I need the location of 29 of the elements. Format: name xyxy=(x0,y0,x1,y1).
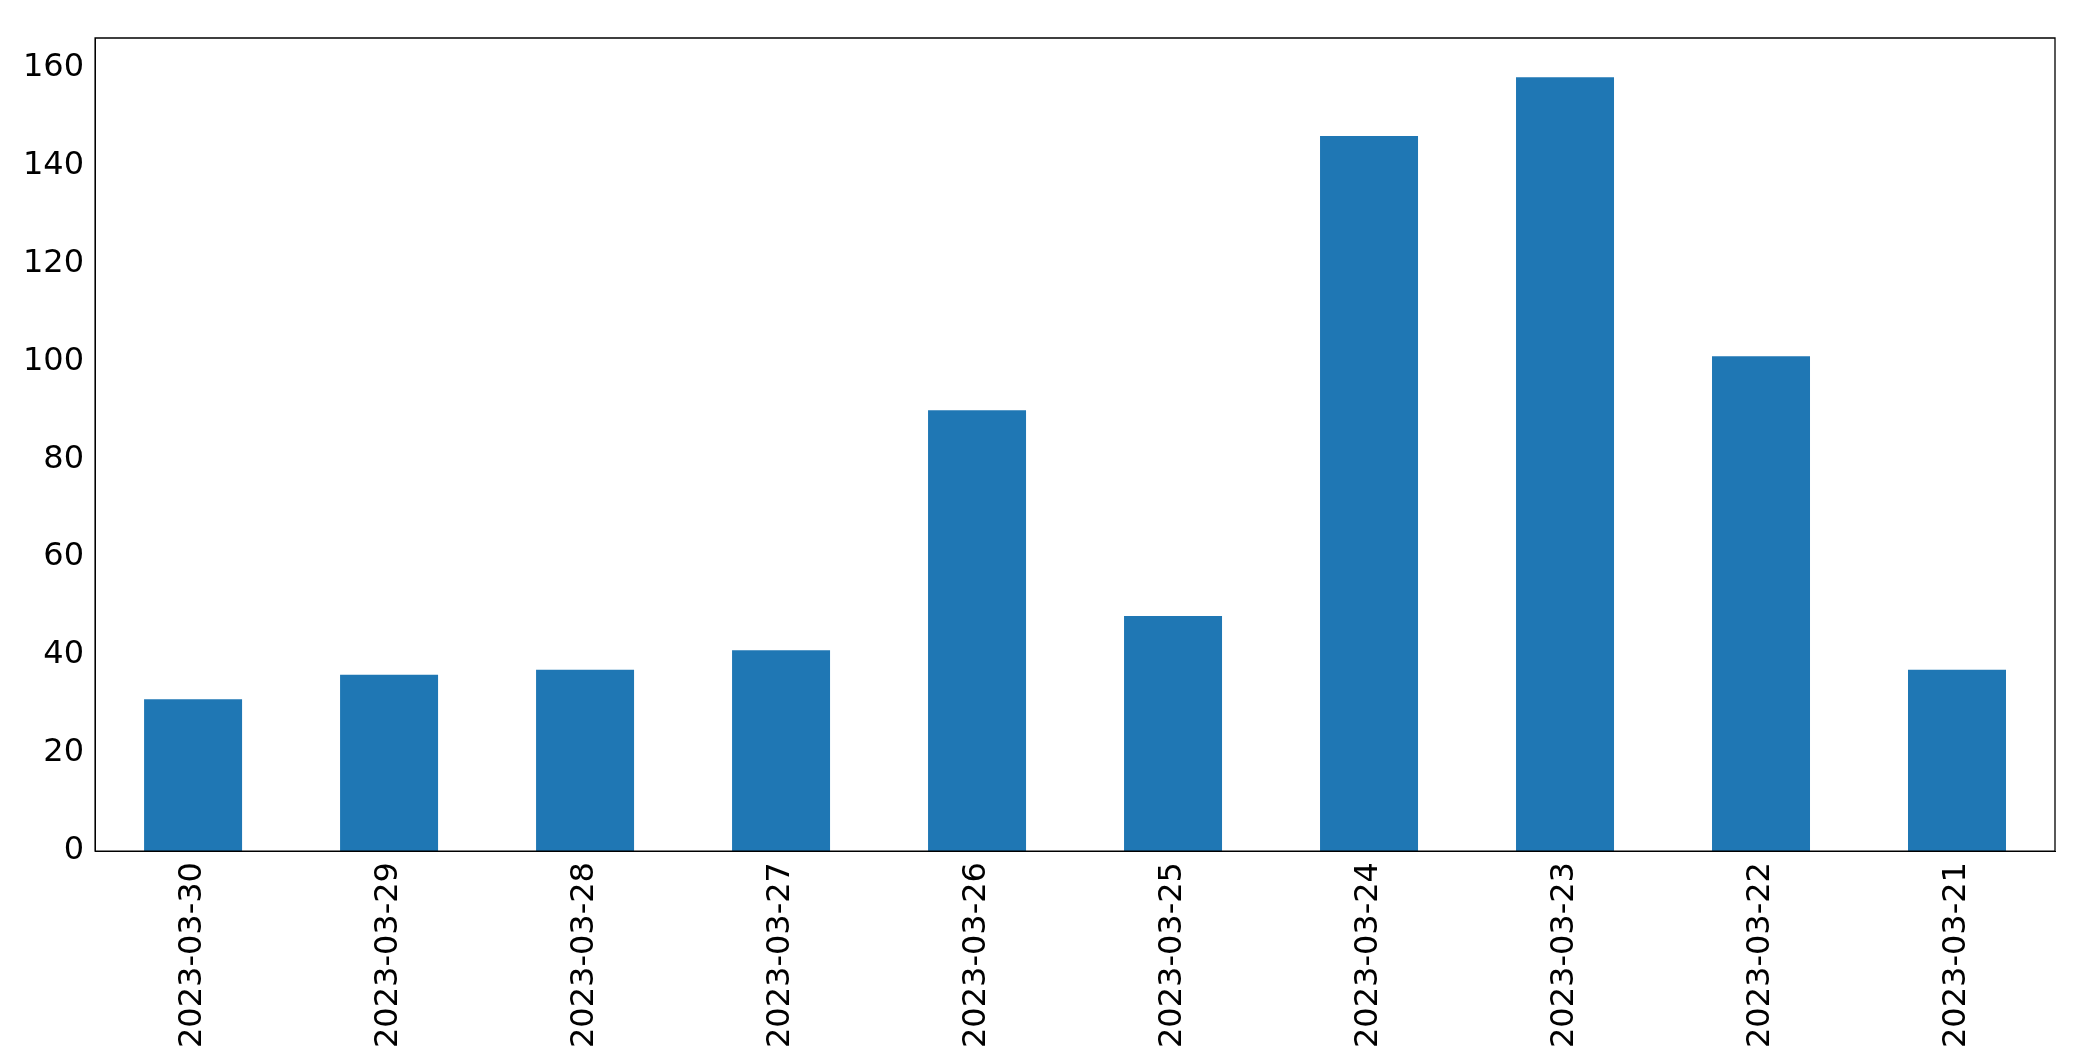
y-tick-label: 80 xyxy=(43,437,85,476)
y-tick-label: 0 xyxy=(63,829,85,868)
x-tick-label: 2023-03-24 xyxy=(1347,862,1386,1048)
y-tick-label: 160 xyxy=(23,45,85,84)
x-tick-label: 2023-03-27 xyxy=(759,862,798,1048)
x-tick-label: 2023-03-30 xyxy=(171,862,210,1048)
bar xyxy=(928,410,1027,852)
bar xyxy=(1320,135,1419,852)
x-tick-label: 2023-03-26 xyxy=(955,862,994,1048)
bar xyxy=(340,674,439,852)
bar xyxy=(1908,669,2006,852)
y-tick-label: 120 xyxy=(23,241,85,280)
y-tick-label: 40 xyxy=(43,633,85,672)
x-tick-label: 2023-03-21 xyxy=(1935,862,1974,1048)
x-tick-label: 2023-03-28 xyxy=(563,862,602,1048)
bar xyxy=(1516,77,1615,852)
x-tick-label: 2023-03-29 xyxy=(367,862,406,1048)
x-tick-label: 2023-03-25 xyxy=(1151,862,1190,1048)
y-tick-label: 20 xyxy=(43,731,85,770)
bar xyxy=(732,650,831,852)
y-tick-label: 140 xyxy=(23,143,85,182)
y-tick-label: 100 xyxy=(23,339,85,378)
y-tick-label: 60 xyxy=(43,535,85,574)
x-tick-label: 2023-03-23 xyxy=(1543,862,1582,1048)
bar xyxy=(536,669,635,852)
x-tick-label: 2023-03-22 xyxy=(1739,862,1778,1048)
bar xyxy=(1712,356,1811,852)
bar xyxy=(1124,615,1223,852)
bar xyxy=(144,699,243,852)
